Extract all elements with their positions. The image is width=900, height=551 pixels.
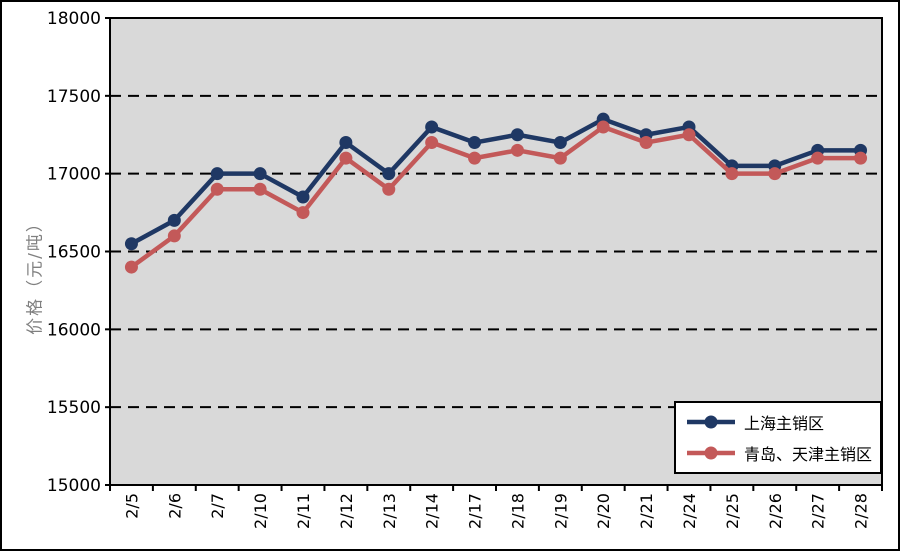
series-1-data-point [854,151,868,165]
series-0-data-point [210,167,224,181]
series-1-data-point [725,167,739,181]
x-tick-label: 2/10 [251,493,270,529]
series-1-data-point [296,206,310,220]
legend-dot-icon [704,415,718,429]
x-tick-label: 2/20 [594,493,613,529]
y-tick-label: 16500 [47,243,101,263]
series-1-data-point [811,151,825,165]
series-1-data-point [210,182,224,196]
series-1-data-point [510,143,524,157]
series-1-data-point [167,229,181,243]
x-tick-label: 2/18 [508,493,527,529]
series-1-data-point [339,151,353,165]
series-1-data-point [468,151,482,165]
series-1-data-point [682,128,696,142]
series-0-data-point [553,136,567,150]
y-tick-label: 16000 [47,320,101,340]
series-1-data-point [596,120,610,134]
y-tick-label: 15000 [47,476,101,496]
legend-line-marker-icon [687,446,735,460]
y-tick-label: 17500 [47,87,101,107]
series-1-data-point [124,260,138,274]
series-0-data-point [253,167,267,181]
legend-line-marker-icon [687,415,735,429]
x-tick-label: 2/19 [551,493,570,529]
x-tick-label: 2/11 [294,493,313,529]
x-tick-label: 2/26 [766,493,785,529]
series-0-data-point [124,237,138,251]
x-tick-label: 2/28 [852,493,871,529]
series-1-data-point [639,136,653,150]
y-tick-label: 15500 [47,398,101,418]
x-tick-label: 2/21 [637,493,656,529]
series-1-data-point [253,182,267,196]
x-tick-label: 2/27 [809,493,828,529]
series-1-data-point [553,151,567,165]
series-1-data-point [425,136,439,150]
series-0-data-point [296,190,310,204]
series-line-0 [129,116,863,246]
series-0-data-point [468,136,482,150]
x-tick-label: 2/7 [208,493,227,519]
plot-border [109,17,883,486]
legend-label-shanghai: 上海主销区 [744,414,825,433]
y-tick-label: 18000 [47,9,101,29]
x-tick-label: 2/5 [122,493,141,519]
y-tick-label: 17000 [47,165,101,185]
y-axis-title: 价格（元/吨） [25,213,46,335]
x-tick-label: 2/6 [165,493,184,519]
legend: 上海主销区 青岛、天津主销区 [674,401,882,474]
legend-item-qingdao-tianjin: 青岛、天津主销区 [685,441,880,465]
series-0-data-point [510,128,524,142]
series-0-data-point [167,213,181,227]
x-tick-label: 2/25 [723,493,742,529]
x-tick-label: 2/24 [680,493,699,529]
x-tick-label: 2/13 [380,493,399,529]
x-tick-label: 2/17 [466,493,485,529]
legend-item-shanghai: 上海主销区 [685,410,880,434]
series-1-data-point [768,167,782,181]
series-line-1 [129,124,863,270]
legend-dot-icon [704,446,718,460]
x-tick-label: 2/14 [423,493,442,529]
series-0-data-point [425,120,439,134]
series-1-data-point [382,182,396,196]
series-0-data-point [382,167,396,181]
series-0-data-point [339,136,353,150]
legend-label-qingdao-tianjin: 青岛、天津主销区 [744,445,873,464]
x-tick-label: 2/12 [337,493,356,529]
